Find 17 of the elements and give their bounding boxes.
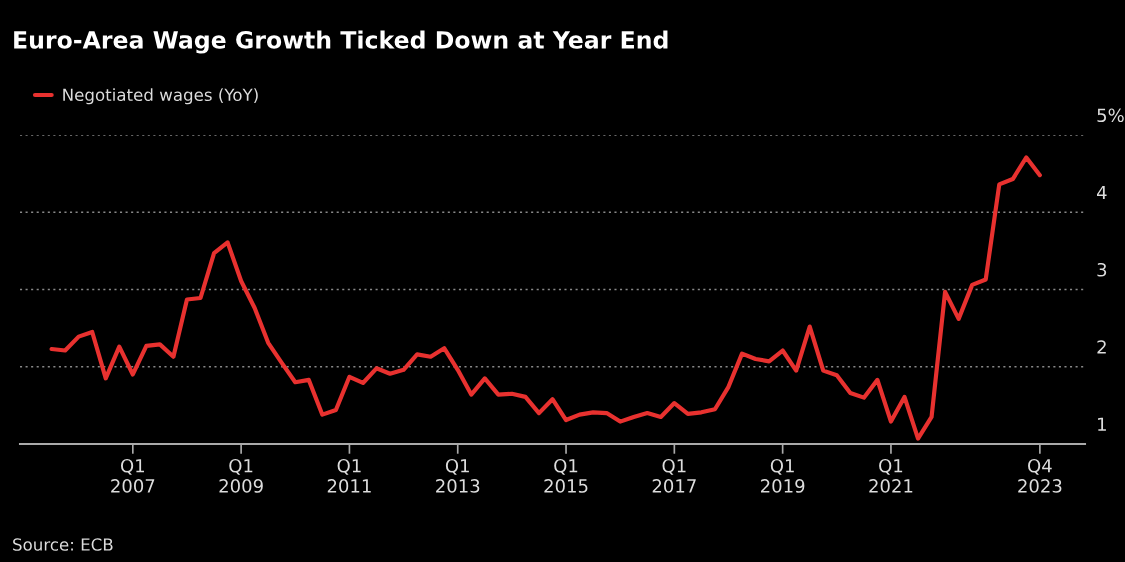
y-tick-label: 2 <box>1097 340 1106 354</box>
x-tick-label: Q1 2011 <box>327 458 371 493</box>
y-tick-label: 3 <box>1097 262 1107 277</box>
x-tick-label: Q4 2023 <box>1018 458 1062 493</box>
x-tick-label: Q1 2015 <box>544 458 588 493</box>
y-tick-label: 5% <box>1097 108 1124 123</box>
x-tick-label: Q1 2013 <box>436 458 480 493</box>
y-tick-label: 1 <box>1098 417 1106 431</box>
x-tick-label: Q1 2019 <box>761 458 805 493</box>
chart-title: Euro-Area Wage Growth Ticked Down at Year End <box>14 30 668 54</box>
x-tick-label: Q1 2021 <box>869 458 913 493</box>
x-tick-label: Q1 2009 <box>219 458 263 493</box>
legend-label: Negotiated wages (YoY) <box>63 88 258 105</box>
x-tick-label: Q1 2007 <box>111 458 155 493</box>
x-tick-label: Q1 2017 <box>652 458 696 493</box>
source-note: Source: ECB <box>13 538 113 551</box>
y-tick-label: 4 <box>1096 185 1107 200</box>
